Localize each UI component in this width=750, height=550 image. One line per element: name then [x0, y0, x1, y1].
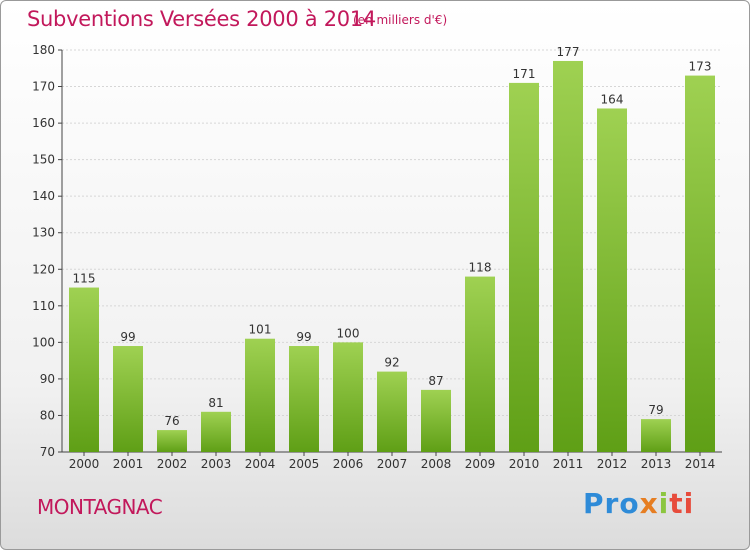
bar-value-label: 100: [337, 326, 360, 340]
x-tick-label: 2014: [685, 457, 716, 471]
bar-value-label: 79: [648, 403, 663, 417]
y-tick-label: 160: [32, 116, 55, 130]
chart-unit: (en milliers d'€): [353, 13, 448, 27]
bar-value-label: 164: [601, 92, 624, 106]
bar: [553, 60, 583, 453]
bar: [509, 82, 539, 453]
y-tick-label: 90: [40, 372, 55, 386]
y-tick-label: 150: [32, 153, 55, 167]
bar-value-label: 76: [164, 414, 179, 428]
y-tick-label: 180: [32, 43, 55, 57]
y-tick-label: 140: [32, 189, 55, 203]
y-tick-label: 120: [32, 262, 55, 276]
y-tick-label: 170: [32, 80, 55, 94]
proxiti-logo: Proxiti: [583, 487, 695, 520]
bar: [597, 108, 627, 453]
y-tick-label: 80: [40, 408, 55, 422]
bar: [69, 287, 99, 452]
bar-value-label: 101: [249, 323, 272, 337]
bar-value-label: 92: [384, 356, 399, 370]
y-tick-label: 130: [32, 226, 55, 240]
chart-title: Subventions Versées 2000 à 2014: [27, 7, 376, 31]
bar-value-label: 115: [73, 272, 96, 286]
x-tick-label: 2013: [641, 457, 672, 471]
bar: [377, 371, 407, 452]
y-tick-label: 70: [40, 445, 55, 459]
x-tick-label: 2001: [113, 457, 144, 471]
x-tick-label: 2006: [333, 457, 364, 471]
bar: [641, 419, 671, 452]
y-tick-label: 110: [32, 299, 55, 313]
bar-value-label: 99: [120, 330, 135, 344]
bar: [333, 342, 363, 452]
bar-value-label: 177: [557, 45, 580, 59]
x-tick-label: 2004: [245, 457, 276, 471]
bar: [245, 338, 275, 452]
commune-name: MONTAGNAC: [37, 495, 163, 519]
x-tick-label: 2011: [553, 457, 584, 471]
x-tick-label: 2008: [421, 457, 452, 471]
x-tick-label: 2003: [201, 457, 232, 471]
y-tick-label: 100: [32, 335, 55, 349]
bar-value-label: 171: [513, 67, 536, 81]
x-tick-label: 2005: [289, 457, 320, 471]
bar: [289, 346, 319, 452]
x-tick-label: 2000: [69, 457, 100, 471]
bar: [201, 411, 231, 452]
bar: [465, 276, 495, 452]
bar-value-label: 99: [296, 330, 311, 344]
bar: [421, 389, 451, 452]
bar-value-label: 81: [208, 396, 223, 410]
bar: [685, 75, 715, 452]
x-tick-label: 2012: [597, 457, 628, 471]
bar: [157, 430, 187, 452]
x-tick-label: 2007: [377, 457, 408, 471]
x-tick-label: 2010: [509, 457, 540, 471]
x-tick-label: 2009: [465, 457, 496, 471]
bar-value-label: 118: [469, 261, 492, 275]
bar: [113, 346, 143, 452]
bar-value-label: 173: [689, 60, 712, 74]
bar-value-label: 87: [428, 374, 443, 388]
x-tick-label: 2002: [157, 457, 188, 471]
